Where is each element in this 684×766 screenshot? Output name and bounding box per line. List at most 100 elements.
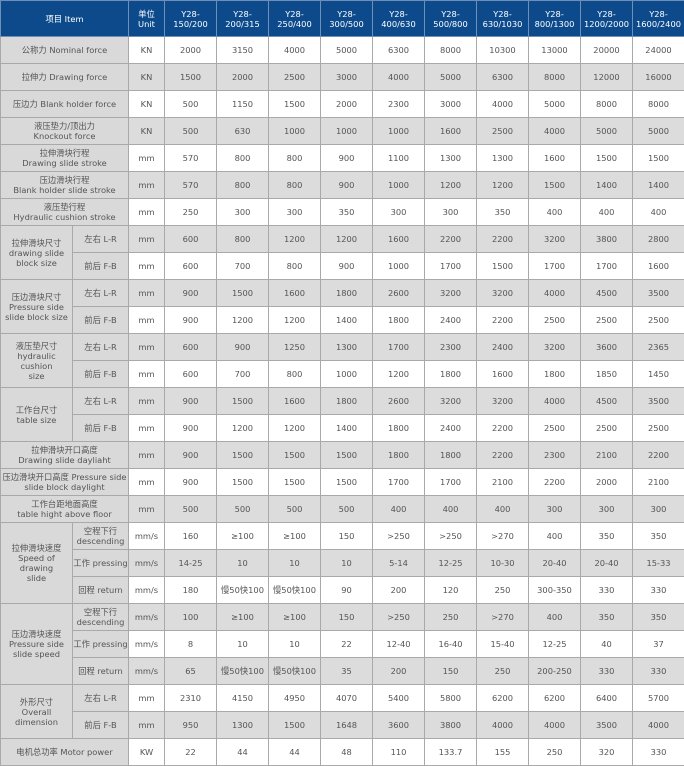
- value-cell: >250: [425, 523, 477, 550]
- unit-cell: mm/s: [129, 604, 165, 631]
- unit-cell: KN: [129, 91, 165, 118]
- value-cell: 600: [165, 334, 217, 361]
- value-cell: 3200: [477, 388, 529, 415]
- value-cell: 6300: [373, 37, 425, 64]
- value-cell: 4000: [529, 118, 581, 145]
- group-label: 拉伸滑块速度 Speed of drawing slide: [1, 523, 73, 604]
- value-cell: 250: [165, 199, 217, 226]
- value-cell: 800: [217, 226, 269, 253]
- value-cell: 1600: [529, 145, 581, 172]
- value-cell: 330: [633, 577, 684, 604]
- unit-cell: mm: [129, 172, 165, 199]
- unit-cell: mm: [129, 712, 165, 739]
- value-cell: 2000: [321, 91, 373, 118]
- value-cell: 100: [165, 604, 217, 631]
- row-label: 公称力 Nominal force: [1, 37, 129, 64]
- header-model: Y28- 400/630: [373, 1, 425, 37]
- value-cell: 1648: [321, 712, 373, 739]
- value-cell: 500: [321, 496, 373, 523]
- sub-label: 工作 pressing: [73, 550, 129, 577]
- sub-label: 左右 L-R: [73, 226, 129, 253]
- value-cell: 4150: [217, 685, 269, 712]
- value-cell: 2600: [373, 388, 425, 415]
- value-cell: 1800: [425, 442, 477, 469]
- value-cell: 400: [477, 496, 529, 523]
- value-cell: ≥100: [269, 604, 321, 631]
- sub-label: 工作 pressing: [73, 631, 129, 658]
- value-cell: 800: [269, 172, 321, 199]
- value-cell: 1200: [269, 226, 321, 253]
- value-cell: 5000: [529, 91, 581, 118]
- value-cell: 110: [373, 739, 425, 766]
- value-cell: 1600: [633, 253, 684, 280]
- value-cell: 44: [217, 739, 269, 766]
- value-cell: 1500: [269, 442, 321, 469]
- value-cell: 1400: [321, 415, 373, 442]
- unit-cell: mm: [129, 361, 165, 388]
- value-cell: 500: [165, 91, 217, 118]
- value-cell: 2200: [477, 442, 529, 469]
- sub-label: 空程下行 descending: [73, 604, 129, 631]
- value-cell: 200-250: [529, 658, 581, 685]
- row-label: 拉伸滑块开口高度 Drawing slide dayliaht: [1, 442, 129, 469]
- value-cell: >250: [373, 604, 425, 631]
- value-cell: 900: [165, 442, 217, 469]
- row-label: 工作台距地面高度 table hight above floor: [1, 496, 129, 523]
- value-cell: 1800: [321, 280, 373, 307]
- value-cell: 10: [217, 550, 269, 577]
- unit-cell: mm: [129, 496, 165, 523]
- value-cell: 40: [581, 631, 633, 658]
- value-cell: 900: [165, 388, 217, 415]
- value-cell: 350: [633, 523, 684, 550]
- value-cell: 300: [633, 496, 684, 523]
- value-cell: 1500: [321, 442, 373, 469]
- value-cell: 2200: [477, 415, 529, 442]
- value-cell: ≥100: [217, 523, 269, 550]
- value-cell: 320: [581, 739, 633, 766]
- value-cell: 350: [581, 604, 633, 631]
- value-cell: 155: [477, 739, 529, 766]
- value-cell: 2000: [217, 64, 269, 91]
- row-label: 压边力 Blank holder force: [1, 91, 129, 118]
- unit-cell: mm/s: [129, 523, 165, 550]
- value-cell: 3500: [581, 712, 633, 739]
- value-cell: 250: [477, 577, 529, 604]
- value-cell: 1500: [477, 253, 529, 280]
- value-cell: 4500: [581, 280, 633, 307]
- value-cell: 8000: [529, 64, 581, 91]
- value-cell: 3200: [529, 226, 581, 253]
- value-cell: 630: [217, 118, 269, 145]
- group-label: 外形尺寸 Overall dimension: [1, 685, 73, 739]
- value-cell: 1200: [217, 307, 269, 334]
- value-cell: 12000: [581, 64, 633, 91]
- value-cell: 800: [217, 172, 269, 199]
- value-cell: 1800: [373, 307, 425, 334]
- value-cell: 3200: [529, 334, 581, 361]
- value-cell: 20000: [581, 37, 633, 64]
- value-cell: 16-40: [425, 631, 477, 658]
- value-cell: 37: [633, 631, 684, 658]
- sub-label: 空程下行 descending: [73, 523, 129, 550]
- value-cell: 900: [165, 307, 217, 334]
- value-cell: 400: [581, 199, 633, 226]
- value-cell: 200: [373, 577, 425, 604]
- sub-label: 回程 return: [73, 577, 129, 604]
- value-cell: 1600: [425, 118, 477, 145]
- value-cell: 1500: [217, 442, 269, 469]
- value-cell: 2100: [477, 469, 529, 496]
- value-cell: 1200: [373, 361, 425, 388]
- value-cell: 350: [581, 523, 633, 550]
- value-cell: 1200: [269, 415, 321, 442]
- value-cell: 300: [269, 199, 321, 226]
- group-label: 拉伸滑块尺寸 drawing slide block size: [1, 226, 73, 280]
- value-cell: 6200: [477, 685, 529, 712]
